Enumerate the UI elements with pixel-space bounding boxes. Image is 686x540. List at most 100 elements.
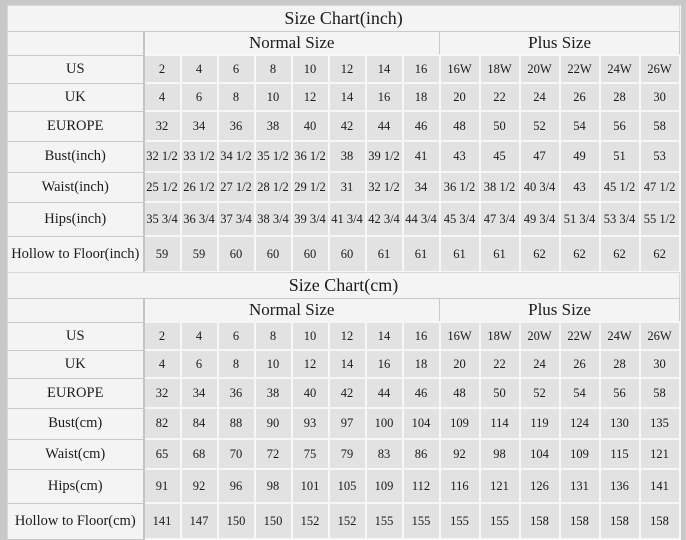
table-cell: 36 3/4 [179, 201, 219, 237]
row-label: UK [7, 349, 145, 379]
table-cell: 30 [638, 349, 681, 379]
table-cell: 44 [364, 110, 404, 142]
table-row: Hollow to Floor(cm) 141 147 150 150 152 152 155… [7, 502, 681, 540]
table-cell: 51 3/4 [558, 201, 601, 237]
row-label: EUROPE [7, 110, 145, 142]
table-title: Size Chart(cm) [7, 272, 680, 299]
table-row: US 2 4 6 8 10 12 14 16 16W 18W 20W 22W 24W 26W [7, 54, 681, 84]
table-cell: 31 [327, 171, 367, 203]
table-cell: 97 [327, 407, 367, 440]
group-header-normal-size: Normal Size [143, 298, 440, 323]
table-cell: 4 [142, 82, 182, 112]
table-cell: 20 [438, 349, 481, 379]
table-row: Waist(inch) 25 1/2 26 1/2 27 1/2 28 1/2 29 1/… [7, 171, 681, 203]
table-cell: 61 [438, 235, 481, 273]
table-cell: 14 [327, 82, 367, 112]
row-label: Hollow to Floor(cm) [7, 502, 145, 540]
table-cell: 49 3/4 [518, 201, 561, 237]
table-cell: 48 [438, 377, 481, 409]
table-cell: 72 [253, 438, 293, 470]
table-cell: 104 [518, 438, 561, 470]
table-cell: 116 [438, 468, 481, 504]
row-label: Hollow to Floor(inch) [7, 235, 145, 273]
table-cell: 49 [558, 140, 601, 173]
table-cell: 6 [216, 321, 256, 351]
table-cell: 38 [327, 140, 367, 173]
table-cell: 8 [253, 54, 293, 84]
table-cell: 34 [401, 171, 441, 203]
table-cell: 119 [518, 407, 561, 440]
table-cell: 109 [558, 438, 601, 470]
table-cell: 158 [638, 502, 681, 540]
table-cell: 28 [598, 82, 641, 112]
table-cell: 32 1/2 [364, 171, 404, 203]
size-chart-cm-table: Size Chart(cm) Normal Size Plus Size US 2 4 6 8… [7, 272, 681, 540]
table-cell: 44 3/4 [401, 201, 441, 237]
table-cell: 62 [558, 235, 601, 273]
table-cell: 109 [438, 407, 481, 440]
table-cell: 84 [179, 407, 219, 440]
table-cell: 56 [598, 110, 641, 142]
table-cell: 32 [142, 377, 182, 409]
table-cell: 53 [638, 140, 681, 173]
table-cell: 124 [558, 407, 601, 440]
table-cell: 20 [438, 82, 481, 112]
table-cell: 40 [290, 377, 330, 409]
table-cell: 141 [142, 502, 182, 540]
table-cell: 30 [638, 82, 681, 112]
table-cell: 45 1/2 [598, 171, 641, 203]
table-cell: 92 [438, 438, 481, 470]
table-cell: 52 [518, 377, 561, 409]
table-cell: 121 [478, 468, 521, 504]
table-cell: 22 [478, 82, 521, 112]
table-cell: 16 [401, 54, 441, 84]
table-cell: 6 [216, 54, 256, 84]
table-cell: 22W [558, 54, 601, 84]
table-cell: 155 [438, 502, 481, 540]
table-cell: 141 [638, 468, 681, 504]
table-cell: 96 [216, 468, 256, 504]
table-cell: 65 [142, 438, 182, 470]
table-cell: 2 [142, 321, 182, 351]
table-cell: 55 1/2 [638, 201, 681, 237]
table-cell: 16W [438, 321, 481, 351]
table-cell: 54 [558, 110, 601, 142]
table-cell: 36 1/2 [438, 171, 481, 203]
table-cell: 39 3/4 [290, 201, 330, 237]
table-cell: 61 [401, 235, 441, 273]
table-cell: 158 [558, 502, 601, 540]
table-cell: 50 [478, 377, 521, 409]
table-cell: 22 [478, 349, 521, 379]
table-cell: 131 [558, 468, 601, 504]
table-cell: 59 [142, 235, 182, 273]
table-cell: 45 [478, 140, 521, 173]
table-cell: 10 [290, 54, 330, 84]
table-cell: 8 [216, 349, 256, 379]
table-cell: 20W [518, 321, 561, 351]
table-row: EUROPE 32 34 36 38 40 42 44 46 48 50 52 54 56 58 [7, 377, 681, 409]
table-cell: 36 [216, 377, 256, 409]
table-row: EUROPE 32 34 36 38 40 42 44 46 48 50 52 54 56 58 [7, 110, 681, 142]
table-cell: 60 [253, 235, 293, 273]
table-cell: 44 [364, 377, 404, 409]
table-cell: 70 [216, 438, 256, 470]
table-cell: 24W [598, 321, 641, 351]
table-cell: 155 [364, 502, 404, 540]
table-cell: 104 [401, 407, 441, 440]
table-cell: 39 1/2 [364, 140, 404, 173]
table-cell: 42 3/4 [364, 201, 404, 237]
table-cell: 45 3/4 [438, 201, 481, 237]
table-cell: 38 [253, 110, 293, 142]
table-cell: 147 [179, 502, 219, 540]
table-cell: 46 [401, 110, 441, 142]
table-cell: 32 [142, 110, 182, 142]
table-cell: 158 [598, 502, 641, 540]
table-cell: 60 [216, 235, 256, 273]
table-cell: 109 [364, 468, 404, 504]
table-row: Hollow to Floor(inch) 59 59 60 60 60 60 61 61 61 6… [7, 235, 681, 273]
table-cell: 47 3/4 [478, 201, 521, 237]
table-cell: 22W [558, 321, 601, 351]
table-cell: 68 [179, 438, 219, 470]
table-cell: 130 [598, 407, 641, 440]
